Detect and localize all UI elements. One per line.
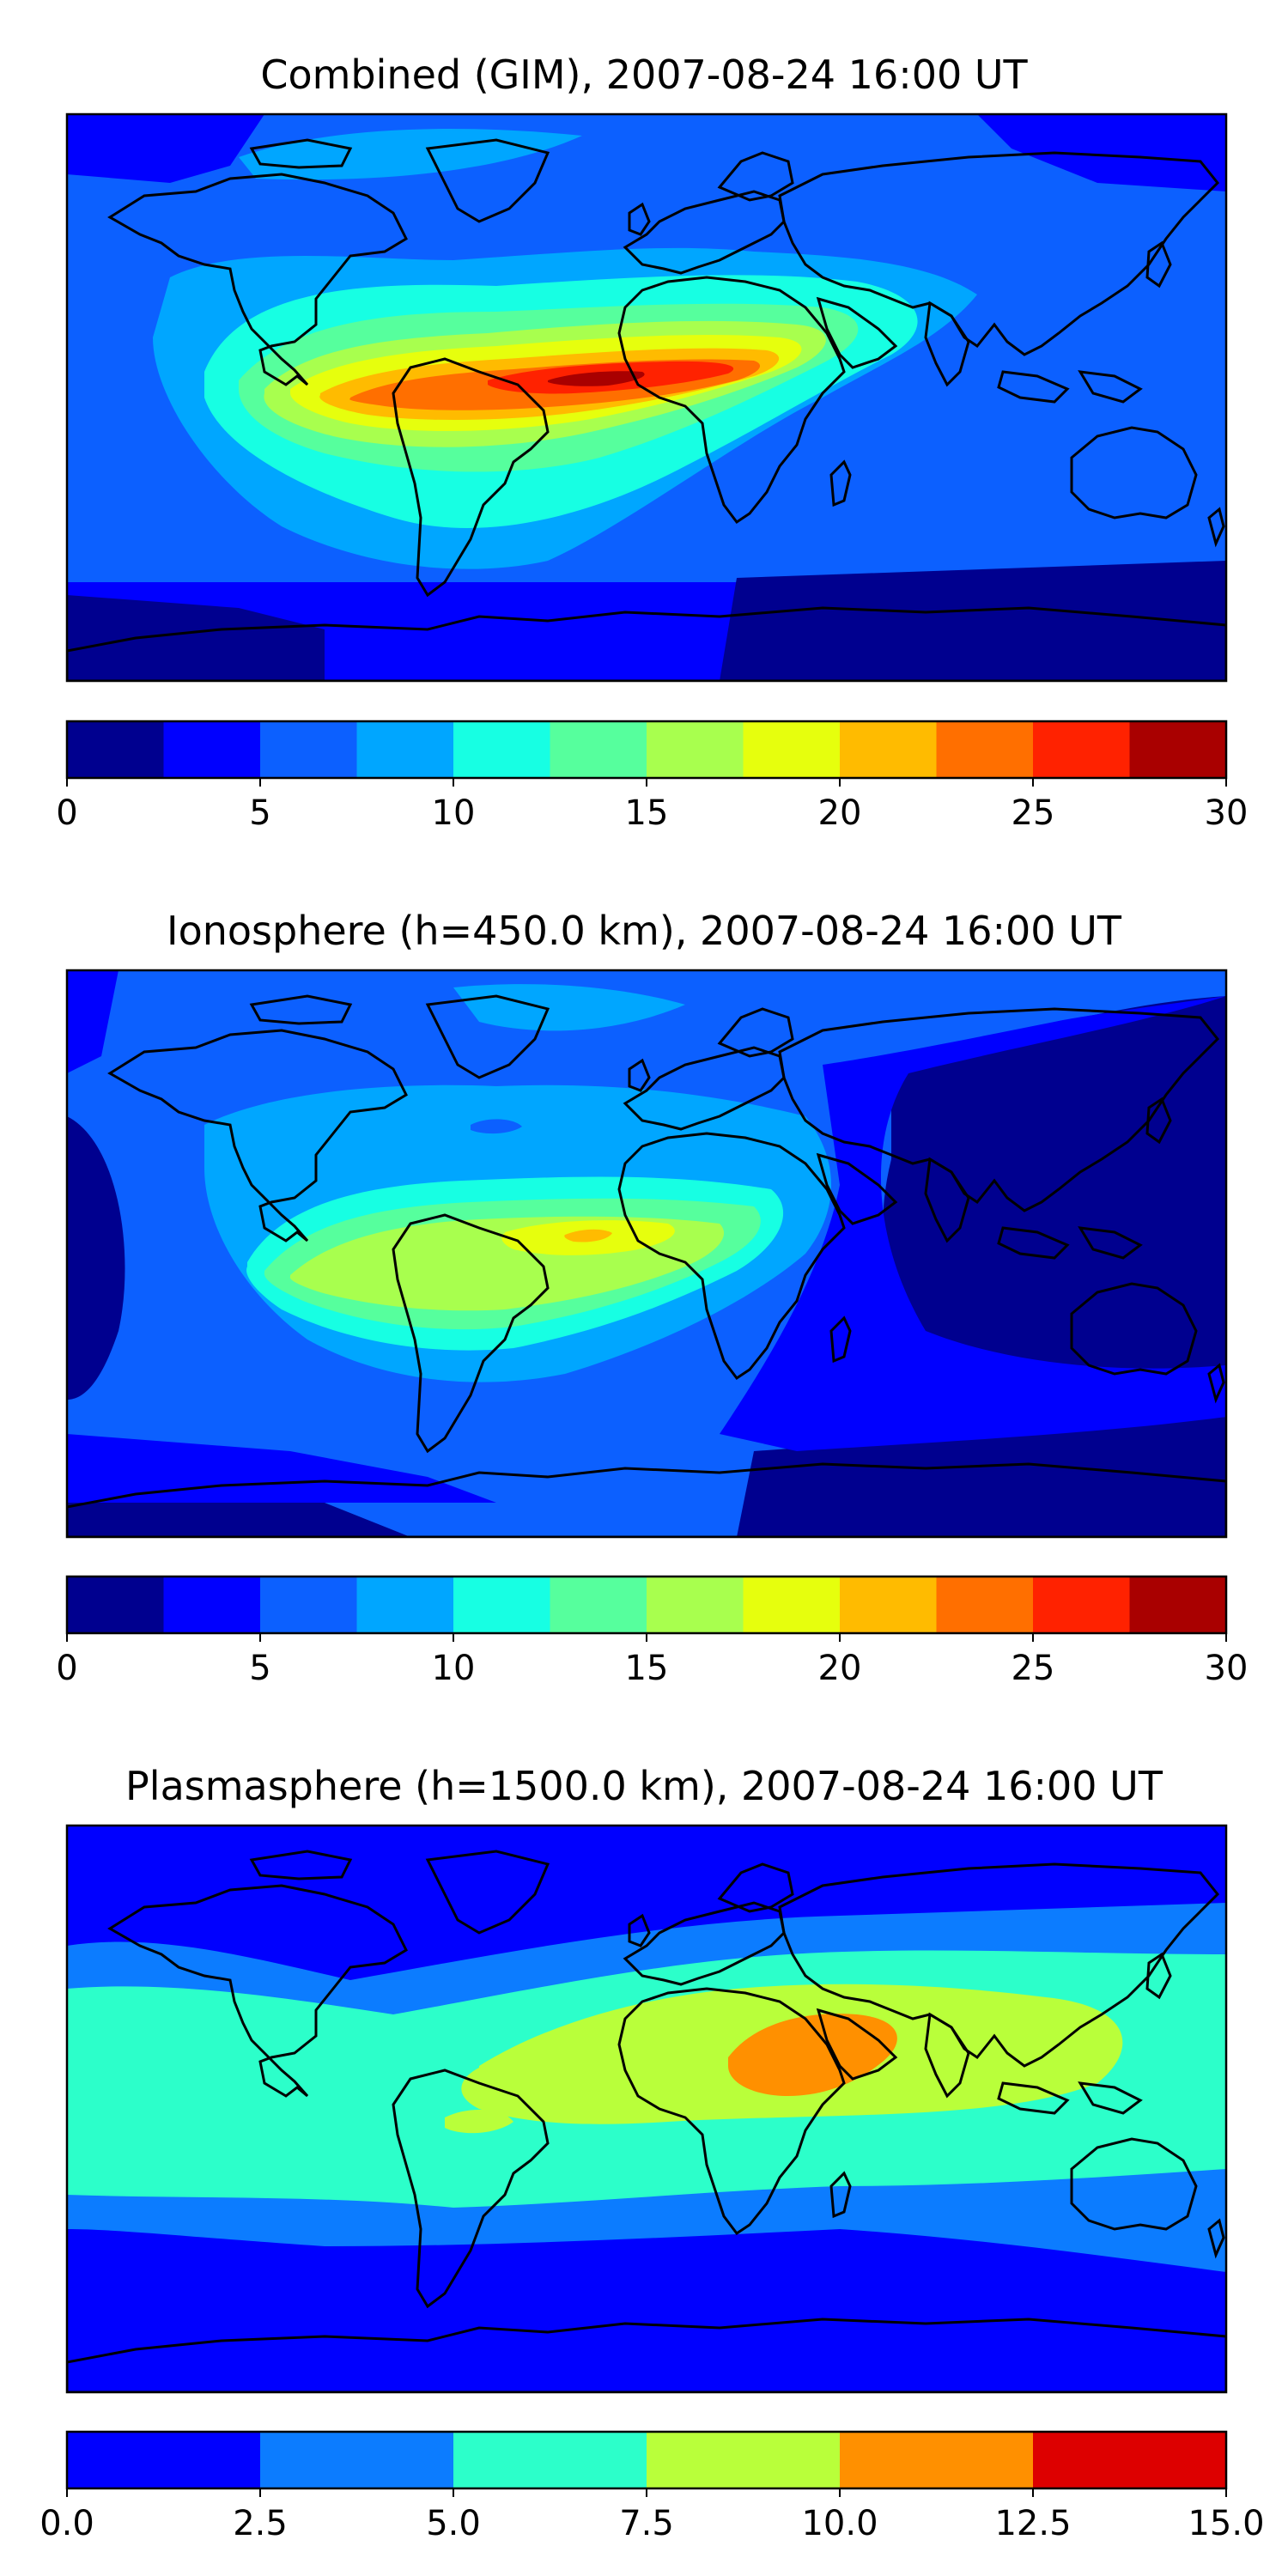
map-frame — [65, 969, 1228, 1539]
colorbar-tick-label: 30 — [1205, 1649, 1249, 1688]
colorbar-tick-label: 0.0 — [39, 2504, 94, 2543]
colorbar-tick-label: 15.0 — [1188, 2504, 1264, 2543]
colorbar-tick-label: 5 — [249, 1649, 270, 1688]
colorbar-segment — [1033, 721, 1130, 778]
colorbar-tick-label: 5.0 — [426, 2504, 481, 2543]
colorbar-segment — [936, 1577, 1033, 1633]
colorbar-tick-label: 10.0 — [801, 2504, 878, 2543]
colorbar-segment — [67, 1577, 164, 1633]
tec-map — [65, 1824, 1228, 2394]
colorbar-tick-label: 25 — [1012, 793, 1055, 833]
tec-map — [65, 969, 1228, 1539]
colorbar-tick-label: 15 — [625, 793, 669, 833]
colorbar-segment — [260, 2432, 453, 2488]
colorbar-tick-label: 0 — [56, 1649, 77, 1688]
colorbar-tick-label: 0 — [56, 793, 77, 833]
colorbar-segment — [743, 1577, 840, 1633]
colorbar-segment — [936, 721, 1033, 778]
colorbar-segment — [1129, 721, 1226, 778]
colorbar: 0 5 10 15 20 25 30 — [56, 1575, 1249, 1688]
panel-plasmasphere: Plasmasphere (h=1500.0 km), 2007-08-24 1… — [39, 1763, 1264, 2543]
colorbar-segment — [550, 1577, 647, 1633]
colorbar-segment — [67, 2432, 260, 2488]
colorbar-tick-label: 10 — [432, 1649, 476, 1688]
colorbar-segment — [453, 721, 550, 778]
colorbar-tick-label: 20 — [818, 1649, 862, 1688]
colorbar-tick-label: 30 — [1205, 793, 1249, 833]
panel-title: Combined (GIM), 2007-08-24 16:00 UT — [260, 52, 1028, 98]
colorbar-segment — [453, 1577, 550, 1633]
colorbar-segment — [550, 721, 647, 778]
panel-ionosphere: Ionosphere (h=450.0 km), 2007-08-24 16:0… — [56, 908, 1248, 1688]
contour-10 — [728, 2014, 897, 2096]
colorbar-segment — [453, 2432, 647, 2488]
panel-combined: Combined (GIM), 2007-08-24 16:00 UT — [56, 52, 1248, 833]
colorbar-segment — [1033, 1577, 1130, 1633]
colorbar-segment — [356, 1577, 453, 1633]
colorbar-segment — [163, 1577, 260, 1633]
colorbar-segment — [260, 721, 357, 778]
colorbar-tick-label: 10 — [432, 793, 476, 833]
colorbar-tick-label: 12.5 — [994, 2504, 1071, 2543]
colorbar-tick-label: 2.5 — [233, 2504, 288, 2543]
colorbar-segment — [743, 721, 840, 778]
colorbar-segment — [647, 721, 744, 778]
contour-0 — [67, 996, 1226, 1537]
colorbar-segment — [1129, 1577, 1226, 1633]
colorbar-segment — [67, 721, 164, 778]
contour-north-low — [67, 114, 1226, 191]
colorbar-tick-label: 15 — [625, 1649, 669, 1688]
panel-title: Ionosphere (h=450.0 km), 2007-08-24 16:0… — [167, 908, 1122, 954]
contour-27.5 — [548, 371, 645, 386]
colorbar-tick-label: 7.5 — [619, 2504, 674, 2543]
colorbar: 0.0 2.5 5.0 7.5 10.0 12.5 15.0 — [39, 2430, 1265, 2543]
tec-map — [65, 112, 1228, 683]
contour-blue-spot — [471, 1119, 522, 1134]
colorbar-segment — [260, 1577, 357, 1633]
contour-north-7.5 — [453, 984, 685, 1031]
colorbar-tick-label: 20 — [818, 793, 862, 833]
contour-south-lowest — [67, 561, 1226, 681]
colorbar: 0 5 10 15 20 25 30 — [56, 720, 1249, 833]
contour-20 — [564, 1229, 612, 1242]
map-frame — [65, 112, 1228, 683]
colorbar-tick-label: 25 — [1012, 1649, 1055, 1688]
contour-2.5 — [67, 970, 1226, 1503]
colorbar-segment — [163, 721, 260, 778]
colorbar-segment — [356, 721, 453, 778]
panel-title: Plasmasphere (h=1500.0 km), 2007-08-24 1… — [125, 1763, 1163, 1809]
colorbar-segment — [647, 2432, 840, 2488]
colorbar-segment — [840, 2432, 1033, 2488]
colorbar-segment — [647, 1577, 744, 1633]
map-frame — [65, 1824, 1228, 2394]
colorbar-segment — [840, 721, 937, 778]
colorbar-tick-label: 5 — [249, 793, 270, 833]
colorbar-segment — [840, 1577, 937, 1633]
colorbar-segment — [1033, 2432, 1226, 2488]
